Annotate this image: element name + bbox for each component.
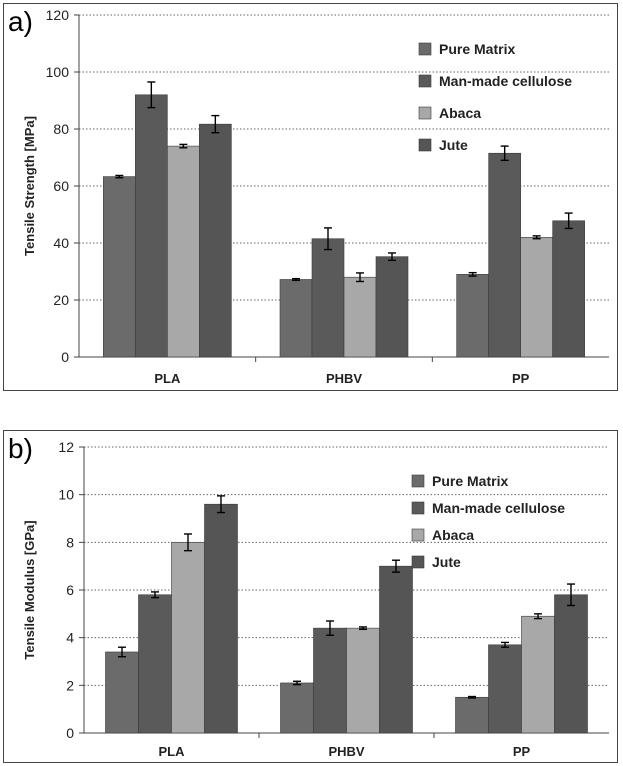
legend-swatch [411,501,425,515]
bar [103,176,136,358]
category-label: PLA [154,371,181,386]
bar [171,542,205,734]
category-label: PHBV [328,744,364,759]
y-tick-label: 4 [66,630,74,646]
y-tick-label: 0 [61,349,69,365]
y-tick-label: 2 [66,677,74,693]
bar [488,644,522,734]
legend-label: Pure Matrix [439,41,515,57]
bar [456,274,489,358]
legend-swatch [418,138,432,152]
y-tick-label: 0 [66,725,74,741]
bar [552,220,585,358]
bar [520,237,553,358]
tensile-modulus-chart: 0 2 4 6 8 10 12 Tensile Modulus [GPa] PLA PHBV PP P… [22,439,609,759]
category-label: PP [513,744,531,759]
legend-label: Man-made cellulose [439,73,572,89]
legend-label: Abaca [439,105,481,121]
bar [554,594,588,734]
bar [279,279,313,358]
bar [375,256,409,358]
bar [313,627,347,734]
legend-label: Jute [439,137,468,153]
bar [135,94,168,358]
bar [521,615,555,734]
bar [488,152,521,358]
bar [379,565,413,734]
bar [280,682,314,734]
legend-swatch [418,106,432,120]
bar [311,238,345,358]
y-tick-label: 20 [53,292,69,308]
y-tick-label: 120 [46,7,70,23]
legend-label: Pure Matrix [432,473,508,489]
bar [346,627,380,734]
panel-label-a: a) [8,6,33,37]
legend-swatch [411,555,425,569]
bar [105,651,139,734]
y-tick-label: 100 [46,64,70,80]
legend-label: Man-made cellulose [432,500,565,516]
panel-label-b: b) [8,433,33,464]
y-tick-label: 40 [53,235,69,251]
y-tick-label: 10 [58,487,74,503]
y-tick-label: 80 [53,121,69,137]
bar [138,594,172,734]
bar [204,503,238,734]
tensile-modulus-panel: b) 0 2 4 6 8 10 12 Tensile Modulus [GPa] PLA PHBV… [3,430,618,763]
bar [455,696,489,734]
tensile-strength-chart: 0 20 40 60 80 100 120 Tensile Strength [MPa] PLA… [22,7,609,386]
y-tick-label: 8 [66,534,74,550]
tensile-strength-panel: a) 0 20 40 60 80 100 120 Tensile Strength [MPa]… [3,3,618,391]
legend-swatch [418,74,432,88]
y-tick-label: 12 [58,439,74,455]
y-tick-label: 60 [53,178,69,194]
legend-swatch [411,474,425,488]
legend-label: Abaca [432,527,474,543]
legend-swatch [418,42,432,56]
category-label: PHBV [326,371,362,386]
y-tick-label: 6 [66,582,74,598]
legend-label: Jute [432,554,461,570]
bar [199,123,232,358]
category-label: PLA [159,744,186,759]
y-axis-title: Tensile Strength [MPa] [22,116,37,256]
y-axis-title: Tensile Modulus [GPa] [22,520,37,659]
legend-swatch [411,528,425,542]
bar [343,276,377,358]
category-label: PP [512,371,530,386]
bar [167,145,200,358]
